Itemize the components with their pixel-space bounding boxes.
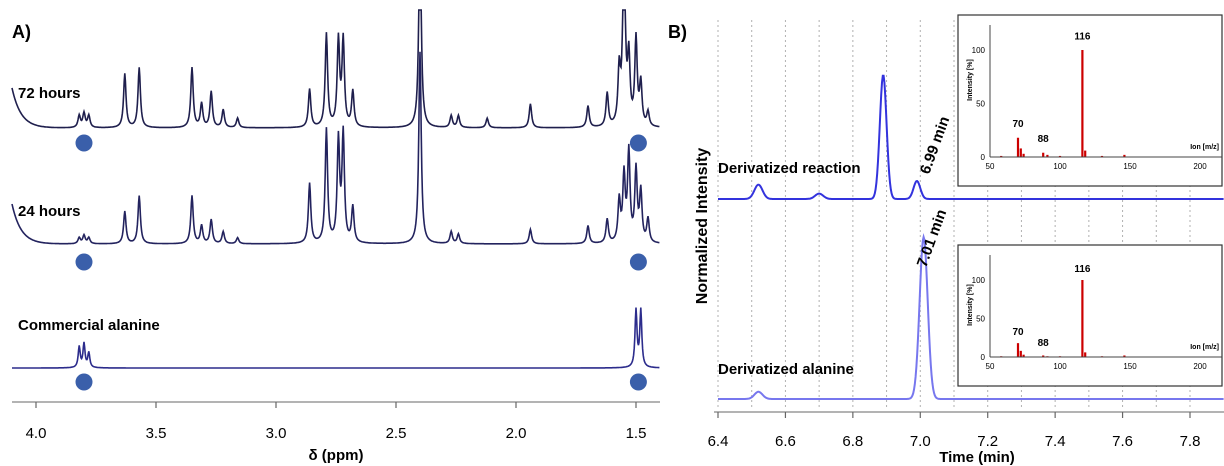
inset-y-tick-label: 100 [972,46,986,55]
spectrum-peak-label: 88 [1038,134,1050,145]
nmr-trace-line [12,307,660,369]
chromatogram-line [718,74,1224,200]
inset-x-axis-title: Ion [m/z] [1190,344,1219,351]
x-tick-label-a: 1.5 [626,425,647,442]
x-tick-label-a: 2.0 [506,425,527,442]
inset-frame [957,244,1223,387]
inset-y-tick-label: 0 [981,353,986,362]
spectrum-peak-label: 116 [1074,31,1091,42]
spectrum-peak-label: 70 [1012,119,1024,130]
alanine-marker [75,253,93,271]
nmr-trace-line [11,51,660,245]
trace-label-reaction: Derivatized reaction [718,160,861,177]
inset-y-tick-label: 50 [976,100,985,109]
inset-x-tick-label: 100 [1053,162,1067,171]
panel-a: A) 72 hours 24 hours Commercial alanine … [11,9,660,464]
alanine-markers [75,134,647,391]
inset-x-tick-label: 200 [1193,162,1207,171]
trace-label-72h: 72 hours [18,85,81,102]
inset-y-axis-title: Intensity [%] [967,284,974,326]
x-tick-label-b: 6.4 [708,433,729,450]
spectrum-peak-label: 70 [1012,327,1024,338]
chromatogram-traces [718,74,1224,400]
inset-x-tick-label: 150 [1123,162,1137,171]
alanine-marker [75,373,93,391]
nmr-trace-line [11,9,660,129]
trace-label-alanine: Derivatized alanine [718,361,854,378]
x-tick-label-b: 7.0 [910,433,931,450]
x-tick-label-a: 3.5 [146,425,167,442]
inset-y-tick-label: 0 [981,153,986,162]
spectrum-peak-label: 88 [1038,338,1050,349]
inset-x-tick-label: 100 [1053,362,1067,371]
panel-b: B) Normalized Intensity Derivatized reac… [668,14,1224,466]
inset-y-tick-label: 100 [972,276,986,285]
trace-label-24h: 24 hours [18,203,81,220]
inset-y-axis-title: Intensity [%] [967,59,974,101]
alanine-marker [629,373,647,391]
peak-annotation-alanine: 7.01 min [914,207,951,269]
alanine-marker [629,253,647,271]
inset-x-tick-label: 150 [1123,362,1137,371]
x-tick-label-b: 7.2 [977,433,998,450]
inset-x-tick-label: 50 [986,362,995,371]
x-tick-label-b: 6.6 [775,433,796,450]
nmr-traces [11,9,660,369]
inset-x-axis-title: Ion [m/z] [1190,144,1219,151]
panel-a-label: A) [12,22,31,42]
panel-b-label: B) [668,22,687,42]
x-tick-label-a: 2.5 [386,425,407,442]
chromatogram-line [718,233,1224,400]
x-tick-label-b: 7.4 [1045,433,1066,450]
inset-bars: 116 70 88 [1000,31,1126,157]
x-axis-title-b: Time (min) [939,449,1015,466]
x-tick-label-a: 4.0 [26,425,47,442]
x-tick-label-b: 7.8 [1180,433,1201,450]
spectrum-peak-label: 116 [1074,264,1091,275]
x-tick-label-b: 7.6 [1112,433,1133,450]
inset-x-tick-label: 50 [986,162,995,171]
inset-x-tick-label: 200 [1193,362,1207,371]
inset-y-tick-label: 50 [976,315,985,324]
x-axis-ticks-b: 6.4 6.6 6.8 7.0 7.2 7.4 7.6 7.8 [708,412,1201,450]
y-axis-title-b: Normalized Intensity [694,148,711,305]
trace-label-commercial: Commercial alanine [18,317,160,334]
alanine-marker [75,134,93,152]
peak-annotation-reaction: 6.99 min [917,114,954,176]
x-axis-ticks-a: 4.0 3.5 3.0 2.5 2.0 1.5 [26,402,647,442]
alanine-marker [629,134,647,152]
x-tick-label-b: 6.8 [842,433,863,450]
x-tick-label-a: 3.0 [266,425,287,442]
x-axis-title-a: δ (ppm) [309,447,364,464]
